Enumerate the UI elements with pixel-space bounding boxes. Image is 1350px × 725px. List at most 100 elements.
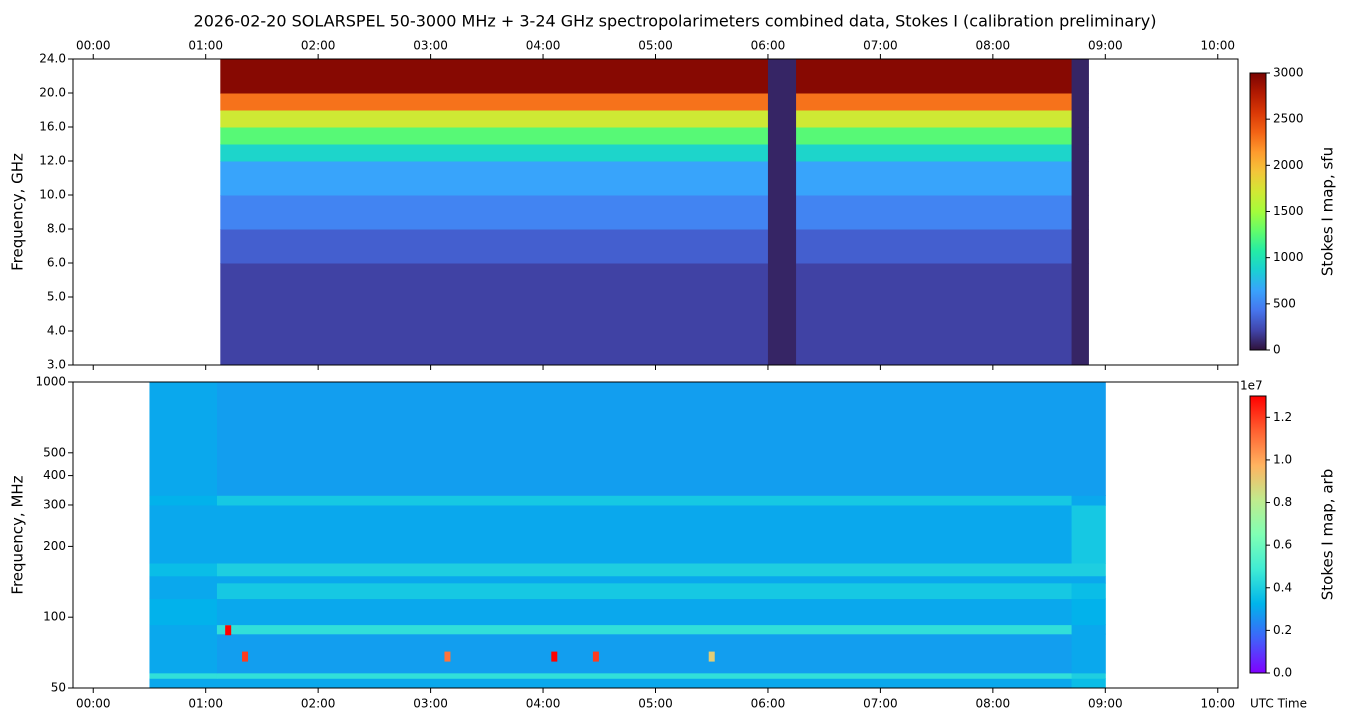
heatmap-cell — [216, 672, 1073, 679]
heatmap-cell — [1071, 144, 1089, 162]
heatmap-cell — [216, 624, 1073, 635]
colorbar-tick-label: 2000 — [1273, 158, 1304, 172]
heatmap-cell — [149, 382, 218, 496]
heatmap-cell — [149, 672, 218, 679]
hot-spot — [592, 651, 599, 662]
hot-spot — [551, 651, 558, 662]
heatmap-cell — [220, 59, 769, 94]
y-tick-label: 4.0 — [47, 324, 66, 338]
colorbar — [1249, 72, 1267, 351]
x-tick-label: 01:00 — [188, 39, 223, 53]
x-tick-label: 05:00 — [638, 697, 673, 711]
heatmap-cell — [796, 110, 1073, 128]
heatmap-cell — [1071, 633, 1106, 674]
heatmap-cell — [220, 229, 769, 264]
colorbar-tick-label: 1000 — [1273, 250, 1304, 264]
heatmap-cell — [796, 229, 1073, 264]
x-tick-label: 01:00 — [188, 697, 223, 711]
heatmap-cell — [149, 678, 218, 689]
heatmap-cell — [216, 598, 1073, 626]
heatmap-cell — [796, 144, 1073, 162]
y-tick-label: 20.0 — [39, 86, 66, 100]
y-tick-label: 8.0 — [47, 222, 66, 236]
heatmap-cell — [1071, 624, 1106, 635]
heatmap-cell — [1071, 263, 1089, 366]
heatmap-cell — [767, 127, 797, 145]
y-tick-label: 10.0 — [39, 188, 66, 202]
colorbar-tick-label: 1500 — [1273, 204, 1304, 218]
heatmap-cell — [1071, 582, 1106, 600]
heatmap-cell — [149, 562, 218, 577]
heatmap-cell — [216, 504, 1073, 564]
x-tick-label: 08:00 — [976, 697, 1011, 711]
x-axis-label: UTC Time — [1250, 697, 1307, 711]
heatmap-cell — [220, 263, 769, 366]
x-tick-label: 10:00 — [1200, 697, 1235, 711]
heatmap-cell — [216, 495, 1073, 506]
heatmap-cell — [1071, 678, 1106, 689]
heatmap-cell — [1071, 127, 1089, 145]
y-tick-label: 200 — [43, 539, 66, 553]
y-tick-label: 3.0 — [47, 358, 66, 372]
x-tick-label: 04:00 — [526, 39, 561, 53]
heatmap-cell — [1071, 598, 1106, 626]
heatmap-cell — [1071, 161, 1089, 196]
heatmap-cell — [767, 144, 797, 162]
heatmap-cell — [796, 59, 1073, 94]
heatmap-cell — [767, 229, 797, 264]
y-tick-label: 24.0 — [39, 52, 66, 66]
x-tick-label: 07:00 — [863, 39, 898, 53]
heatmap-cell — [220, 161, 769, 196]
x-tick-label: 00:00 — [76, 697, 111, 711]
y-tick-label: 100 — [43, 610, 66, 624]
colorbar-tick-label: 0.4 — [1273, 580, 1292, 594]
y-tick-label: 16.0 — [39, 120, 66, 134]
colorbar-tick-label: 0.2 — [1273, 623, 1292, 637]
colorbar-tick-label: 0.6 — [1273, 538, 1292, 552]
x-tick-label: 06:00 — [751, 697, 786, 711]
y-tick-label: 300 — [43, 497, 66, 511]
x-tick-label: 05:00 — [638, 39, 673, 53]
colorbar-label: Stokes I map, arb — [1319, 469, 1337, 600]
heatmap-cell — [149, 504, 218, 564]
heatmap-cell — [220, 195, 769, 230]
heatmap-cell — [796, 161, 1073, 196]
heatmap-cell — [149, 624, 218, 635]
x-tick-label: 07:00 — [863, 697, 898, 711]
heatmap-cell — [1071, 672, 1106, 679]
heatmap-cell — [1071, 93, 1089, 111]
heatmap-cell — [1071, 562, 1106, 577]
hot-spot — [708, 651, 715, 662]
x-tick-label: 06:00 — [751, 39, 786, 53]
y-tick-label: 400 — [43, 468, 66, 482]
x-tick-label: 02:00 — [301, 697, 336, 711]
x-tick-label: 04:00 — [526, 697, 561, 711]
heatmap-cell — [767, 161, 797, 196]
heatmap-cell — [1071, 229, 1089, 264]
heatmap-cell — [149, 598, 218, 626]
x-tick-label: 08:00 — [976, 39, 1011, 53]
x-tick-label: 10:00 — [1200, 39, 1235, 53]
y-tick-label: 1000 — [35, 375, 66, 389]
x-tick-label: 02:00 — [301, 39, 336, 53]
colorbar — [1249, 395, 1267, 674]
heatmap-cell — [216, 633, 1073, 674]
x-tick-label: 09:00 — [1088, 697, 1123, 711]
heatmap-cell — [796, 127, 1073, 145]
colorbar-tick-label: 1.2 — [1273, 410, 1292, 424]
heatmap-cell — [767, 59, 797, 94]
heatmap-cell — [1071, 59, 1089, 94]
colorbar-offset: 1e7 — [1240, 379, 1263, 393]
heatmap-cell — [1071, 495, 1106, 506]
x-tick-label: 03:00 — [413, 697, 448, 711]
heatmap-cell — [1071, 110, 1089, 128]
y-tick-label: 5.0 — [47, 290, 66, 304]
y-axis-label: Frequency, MHz — [9, 475, 27, 594]
heatmap-cell — [767, 195, 797, 230]
colorbar-tick-label: 1.0 — [1273, 452, 1292, 466]
heatmap-cell — [1071, 195, 1089, 230]
y-tick-label: 500 — [43, 445, 66, 459]
chart-title: 2026-02-20 SOLARSPEL 50-3000 MHz + 3-24 … — [194, 12, 1157, 31]
heatmap-cell — [149, 575, 218, 584]
heatmap-cell — [220, 144, 769, 162]
